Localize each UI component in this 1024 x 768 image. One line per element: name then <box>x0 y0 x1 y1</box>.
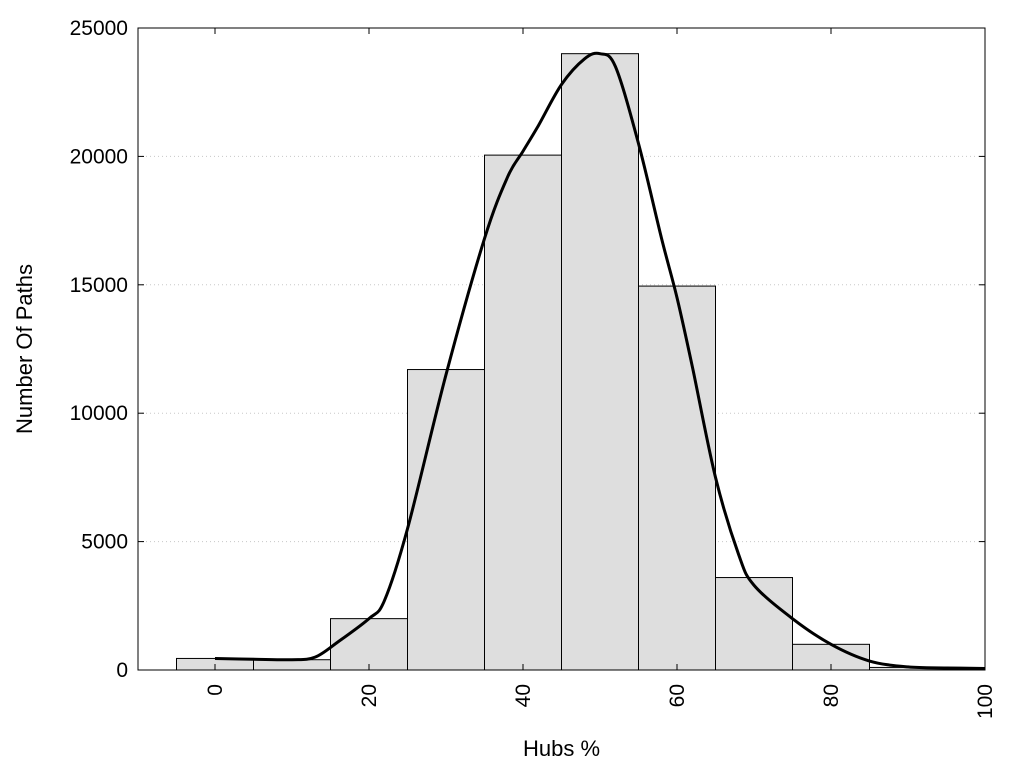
x-tick-label: 40 <box>512 684 535 707</box>
histogram-bar <box>330 618 408 671</box>
x-tick-label: 0 <box>204 684 227 696</box>
histogram-bar <box>561 53 639 671</box>
x-tick-label: 60 <box>666 684 689 707</box>
histogram-bar <box>253 659 331 671</box>
histogram-bar <box>484 154 562 671</box>
histogram-bar <box>715 577 793 671</box>
bars <box>176 53 947 671</box>
plot-frame <box>137 27 986 671</box>
histogram-bar <box>638 285 716 671</box>
y-tick-label: 20000 <box>70 145 128 168</box>
y-axis: 0 5000 10000 15000 20000 25000 <box>70 17 985 682</box>
y-tick-label: 15000 <box>70 274 128 297</box>
x-axis: 0 20 40 60 80 100 <box>204 28 997 719</box>
x-tick-label: 80 <box>820 684 843 707</box>
histogram-bar <box>407 369 485 671</box>
density-curve <box>214 51 986 670</box>
y-axis-title: Number Of Paths <box>12 264 37 434</box>
y-tick-label: 25000 <box>70 17 128 40</box>
x-tick-label: 100 <box>974 684 997 719</box>
y-tick-label: 10000 <box>70 402 128 425</box>
x-tick-label: 20 <box>358 684 381 707</box>
y-tick-label: 5000 <box>81 531 128 554</box>
y-tick-label: 0 <box>116 659 128 682</box>
density-curve-layer <box>214 51 986 670</box>
x-axis-title: Hubs % <box>523 736 600 761</box>
